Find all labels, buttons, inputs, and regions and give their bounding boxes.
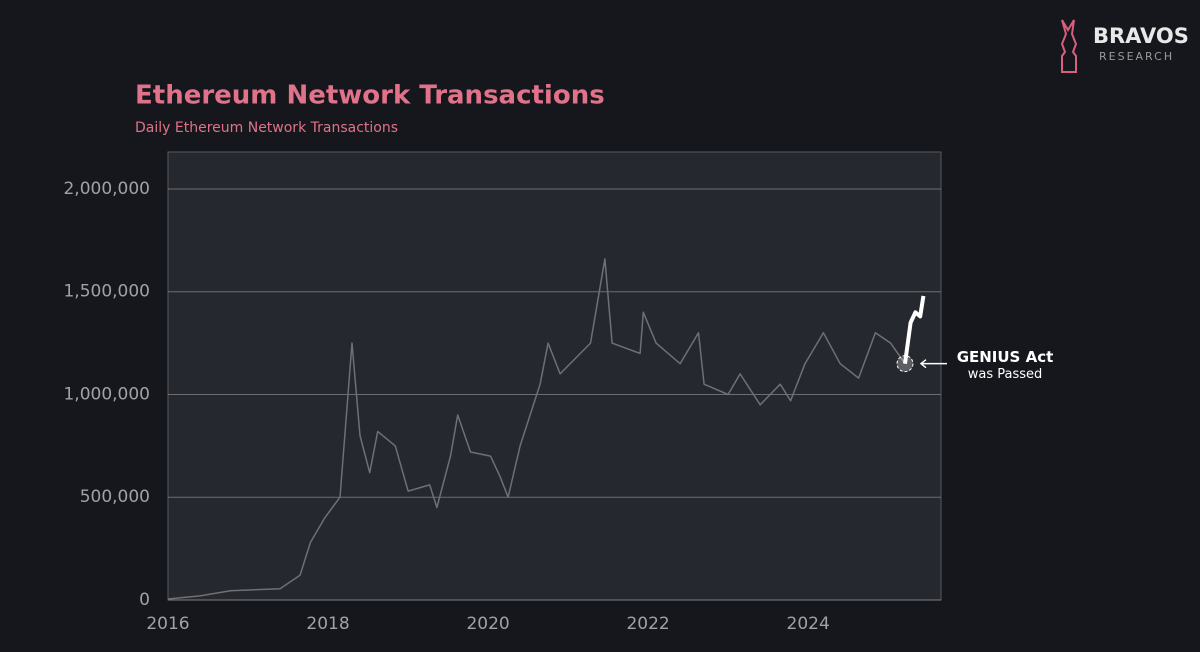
annotation-arrow <box>919 359 947 369</box>
series-line <box>167 258 906 600</box>
y-tick-label: 0 <box>139 590 150 610</box>
x-tick-label: 2022 <box>626 614 669 634</box>
chart-title: Ethereum Network Transactions <box>135 81 605 111</box>
x-tick-label: 2018 <box>306 614 349 634</box>
x-tick-label: 2016 <box>146 614 189 634</box>
annotation-marker <box>896 355 914 373</box>
brand-name: BRAVOS <box>1093 24 1189 48</box>
annotation-title: GENIUS Act <box>957 348 1054 366</box>
logo: BRAVOS RESEARCH <box>1060 19 1189 73</box>
annotation-text: was Passed <box>968 367 1043 382</box>
y-tick-label: 500,000 <box>80 487 150 507</box>
plot-area <box>167 151 942 601</box>
y-tick-label: 1,500,000 <box>63 282 150 302</box>
logo-icon <box>1060 19 1078 73</box>
brand-tagline: RESEARCH <box>1099 50 1174 63</box>
y-tick-label: 1,000,000 <box>63 384 150 404</box>
series-line <box>903 295 926 364</box>
x-tick-label: 2020 <box>466 614 509 634</box>
y-tick-label: 2,000,000 <box>63 179 150 199</box>
chart-subtitle: Daily Ethereum Network Transactions <box>135 120 398 136</box>
x-tick-label: 2024 <box>787 614 830 634</box>
